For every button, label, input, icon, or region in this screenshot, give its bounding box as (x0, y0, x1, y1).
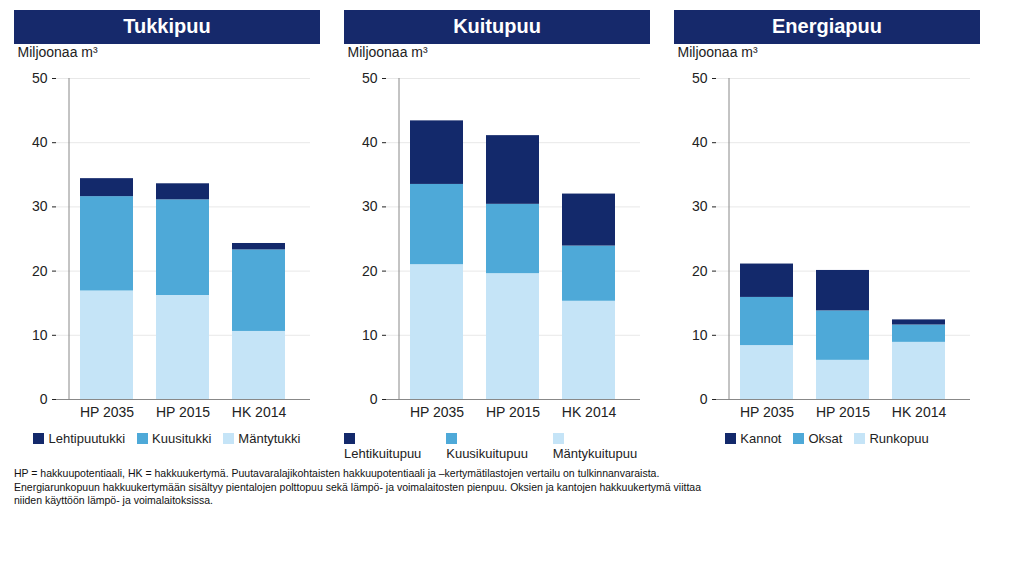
svg-text:HP 2015: HP 2015 (156, 404, 210, 420)
svg-text:Miljoonaa m³: Miljoonaa m³ (18, 44, 98, 60)
svg-text:HK 2014: HK 2014 (232, 404, 287, 420)
html-text:Kannot: Kannot (740, 431, 782, 446)
svg-text:20: 20 (692, 263, 708, 279)
svg-text:10: 10 (362, 327, 378, 343)
svg-text:Miljoonaa m³: Miljoonaa m³ (348, 44, 428, 60)
html-text:Lehtikuitupuu: Lehtikuitupuu (344, 446, 422, 461)
svg-text:HK 2014: HK 2014 (562, 404, 617, 420)
svg-text:10: 10 (32, 327, 48, 343)
html-text:Energiapuu: Energiapuu (772, 15, 882, 37)
svg-text:Miljoonaa m³: Miljoonaa m³ (678, 44, 758, 60)
svg-text:HP 2035: HP 2035 (740, 404, 794, 420)
svg-text:HP 2035: HP 2035 (410, 404, 464, 420)
svg-text:50: 50 (32, 70, 48, 86)
svg-text:HK 2014: HK 2014 (892, 404, 947, 420)
svg-text:20: 20 (362, 263, 378, 279)
html-text:niiden käyttöön lämpö- ja voim: niiden käyttöön lämpö- ja voimalaitoksis… (14, 494, 213, 507)
html-text:Mäntytukki: Mäntytukki (238, 431, 301, 446)
svg-text:40: 40 (692, 134, 708, 150)
svg-text:40: 40 (362, 134, 378, 150)
svg-text:0: 0 (700, 391, 708, 407)
html-text:Kuusitukki: Kuusitukki (152, 431, 212, 446)
html-text:Kuusikuitupuu: Kuusikuitupuu (446, 446, 528, 461)
html-text:Oksat: Oksat (808, 431, 843, 446)
svg-text:30: 30 (362, 198, 378, 214)
svg-text:30: 30 (32, 198, 48, 214)
svg-text:HP 2035: HP 2035 (80, 404, 134, 420)
html-text:Kuitupuu: Kuitupuu (453, 15, 541, 37)
svg-text:50: 50 (692, 70, 708, 86)
svg-text:HP 2015: HP 2015 (486, 404, 540, 420)
svg-text:10: 10 (692, 327, 708, 343)
svg-text:HP 2015: HP 2015 (816, 404, 870, 420)
svg-text:30: 30 (692, 198, 708, 214)
html-text:HP = hakkuupotentiaali, HK = h: HP = hakkuupotentiaali, HK = hakkuukerty… (14, 467, 660, 479)
html-text:Lehtipuutukki: Lehtipuutukki (48, 431, 126, 446)
svg-text:40: 40 (32, 134, 48, 150)
html-text:Runkopuu: Runkopuu (869, 431, 929, 446)
html-text:Energiarunkopuun hakkuukertymä: Energiarunkopuun hakkuukertymään sisälty… (14, 480, 701, 493)
svg-text:20: 20 (32, 263, 48, 279)
svg-text:0: 0 (40, 391, 48, 407)
html-text:Tukkipuu: Tukkipuu (123, 15, 211, 37)
svg-text:0: 0 (370, 391, 378, 407)
html-text:Mäntykuitupuu: Mäntykuitupuu (552, 446, 638, 461)
svg-text:50: 50 (362, 70, 378, 86)
